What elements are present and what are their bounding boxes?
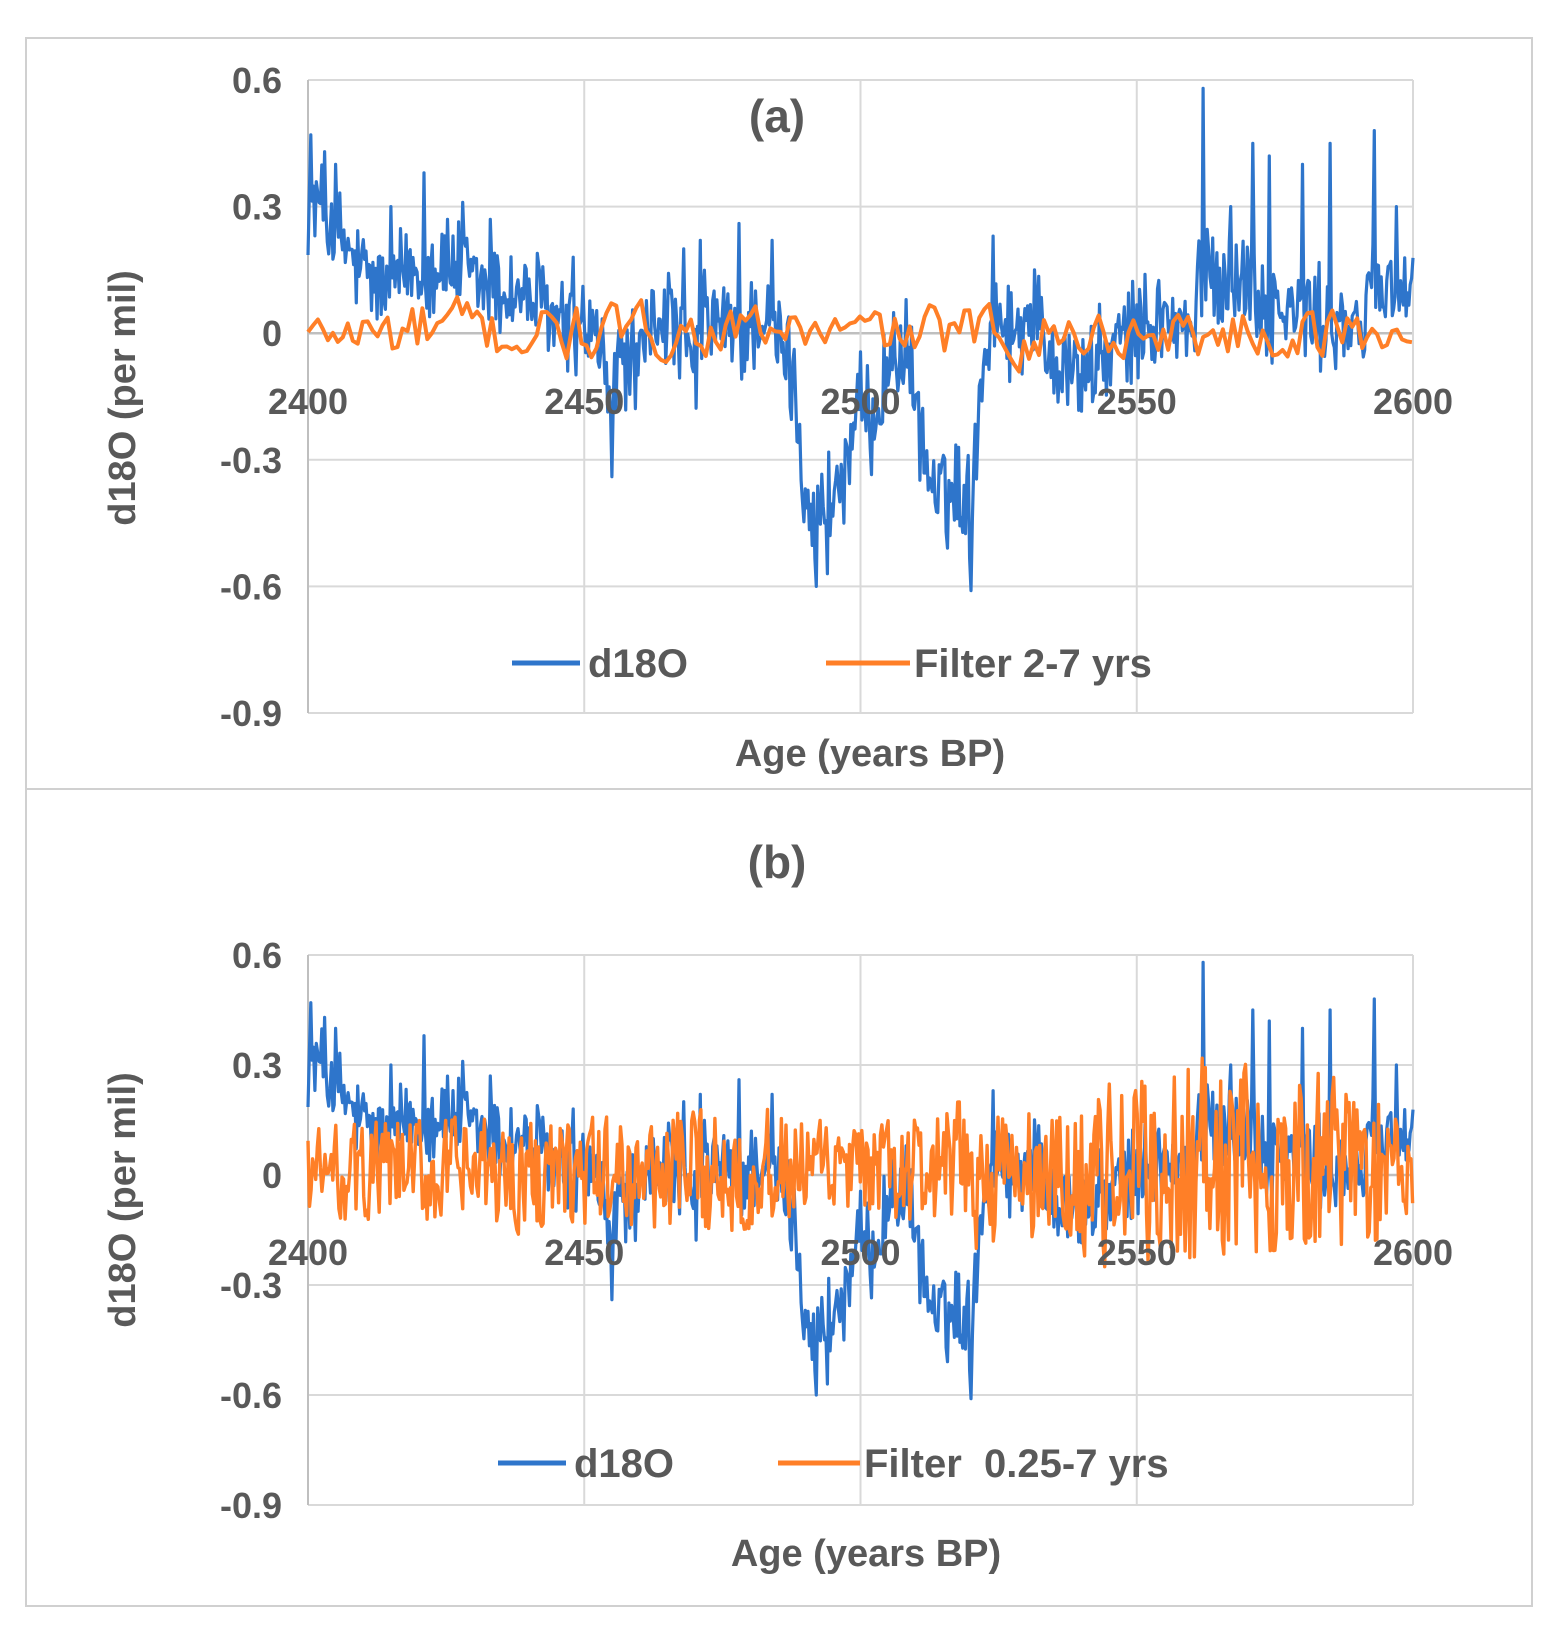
panel-b-y-axis-title: d18O (per mil) [102, 1072, 144, 1328]
panel-a-xtick-2450: 2450 [544, 381, 624, 422]
panel-a-ytick-0.6: 0.6 [232, 60, 282, 101]
panel-b: 2400 2450 2500 2550 2600 0.6 0.3 0 -0.3 … [102, 836, 1453, 1575]
panel-b-xtick-2550: 2550 [1097, 1232, 1177, 1273]
panel-a-series-filter [306, 295, 1413, 374]
panel-a-ytick-neg0.6: -0.6 [220, 566, 282, 607]
panel-a-label: (a) [749, 90, 805, 142]
panel-b-x-axis-title: Age (years BP) [731, 1533, 1001, 1575]
panel-b-ytick-0.3: 0.3 [232, 1045, 282, 1086]
panel-a-series-d18o [306, 86, 1415, 593]
panel-b-xtick-2400: 2400 [268, 1232, 348, 1273]
panel-a: 2400 2450 2500 2550 2600 0.6 0.3 0 -0.3 … [102, 60, 1453, 775]
filter-series-line [306, 295, 1413, 374]
panel-b-label: (b) [748, 836, 807, 888]
panel-a-legend-d18o-label: d18O [588, 642, 688, 686]
panel-b-xtick-2450: 2450 [544, 1232, 624, 1273]
panel-a-gridlines [307, 79, 1414, 714]
panel-b-ytick-neg0.9: -0.9 [220, 1485, 282, 1526]
panel-b-legend: d18O Filter 0.25-7 yrs [498, 1442, 1169, 1486]
panel-b-tick-labels: 2400 2450 2500 2550 2600 0.6 0.3 0 -0.3 … [220, 935, 1453, 1526]
panel-b-legend-filter-label: Filter 0.25-7 yrs [864, 1442, 1169, 1486]
panel-a-y-axis-title: d18O (per mil) [102, 270, 144, 526]
panel-a-ytick-neg0.3: -0.3 [220, 440, 282, 481]
panel-b-ytick-neg0.3: -0.3 [220, 1265, 282, 1306]
panel-b-ytick-neg0.6: -0.6 [220, 1375, 282, 1416]
panel-a-ytick-0: 0 [262, 313, 282, 354]
panel-a-tick-labels: 2400 2450 2500 2550 2600 0.6 0.3 0 -0.3 … [220, 60, 1453, 734]
figure-frame [25, 37, 1533, 1607]
panel-a-legend: d18O Filter 2-7 yrs [512, 642, 1152, 686]
panel-a-xtick-2500: 2500 [820, 381, 900, 422]
panel-b-xtick-2500: 2500 [820, 1232, 900, 1273]
panel-b-xtick-2600: 2600 [1373, 1232, 1453, 1273]
panel-a-xtick-2600: 2600 [1373, 381, 1453, 422]
filter-series-line [306, 1056, 1415, 1269]
panel-b-ytick-0: 0 [262, 1155, 282, 1196]
panel-b-series-filter [306, 1056, 1415, 1269]
panel-a-ytick-0.3: 0.3 [232, 187, 282, 228]
panel-a-xtick-2400: 2400 [268, 381, 348, 422]
d18o-series-line [306, 86, 1415, 593]
panel-a-legend-filter-label: Filter 2-7 yrs [914, 642, 1152, 686]
panel-b-legend-d18o-label: d18O [574, 1442, 674, 1486]
panel-a-xtick-2550: 2550 [1097, 381, 1177, 422]
panel-b-ytick-0.6: 0.6 [232, 935, 282, 976]
panel-a-ytick-neg0.9: -0.9 [220, 693, 282, 734]
panel-a-x-axis-title: Age (years BP) [735, 733, 1005, 775]
